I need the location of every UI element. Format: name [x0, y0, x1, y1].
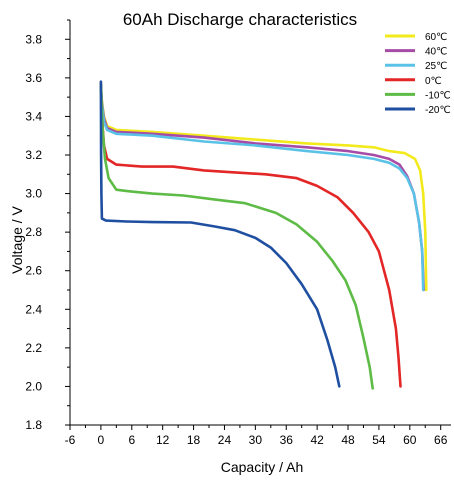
series-line-3 — [99, 82, 402, 388]
series-line-0 — [99, 84, 428, 292]
y-tick-label: 2.8 — [25, 225, 42, 239]
y-tick-label: 3.8 — [25, 32, 42, 46]
y-tick-label: 3.2 — [25, 148, 42, 162]
chart-title: 60Ah Discharge characteristics — [123, 10, 357, 29]
x-tick-label: -6 — [65, 433, 76, 447]
x-tick-label: 60 — [403, 433, 417, 447]
x-tick-label: 30 — [249, 433, 263, 447]
y-tick-label: 1.8 — [25, 418, 42, 432]
x-tick-label: 6 — [128, 433, 135, 447]
series-line-4 — [99, 82, 374, 390]
y-tick-label: 3.6 — [25, 71, 42, 85]
axes: -6 0 6 12 18 24 30 36 42 48 54 60 66 1.8 2.0 2.2 2.4 2.6 2… — [25, 19, 451, 447]
x-tick-label: 48 — [341, 433, 355, 447]
x-axis-title: Capacity / Ah — [221, 459, 304, 475]
legend-label: 60℃ — [425, 32, 447, 43]
series-line-2 — [99, 84, 425, 292]
y-axis-title: Voltage / V — [9, 205, 25, 273]
legend-label: 0℃ — [425, 76, 442, 87]
y-tick-label: 2.2 — [25, 341, 42, 355]
y-tick-label: 2.6 — [25, 264, 42, 278]
legend: 60℃ 40℃ 25℃ 0℃ -10℃ -20℃ — [385, 32, 451, 116]
y-tick-label: 2.4 — [25, 302, 42, 316]
y-tick-label: 3.4 — [25, 109, 42, 123]
series-line-5 — [99, 80, 341, 388]
x-tick-label: 12 — [156, 433, 170, 447]
x-tick-label: 0 — [98, 433, 105, 447]
x-tick-label: 42 — [310, 433, 324, 447]
x-tick-label: 54 — [372, 433, 386, 447]
y-tick-label: 3.0 — [25, 187, 42, 201]
x-tick-label: 24 — [218, 433, 232, 447]
legend-label: -20℃ — [425, 105, 451, 116]
x-tick-label: 66 — [434, 433, 448, 447]
y-tick-label: 2.0 — [25, 379, 42, 393]
legend-label: 25℃ — [425, 61, 447, 72]
series-layer — [99, 80, 428, 390]
x-tick-label: 18 — [187, 433, 201, 447]
legend-label: 40℃ — [425, 47, 447, 58]
legend-label: -10℃ — [425, 90, 451, 101]
x-tick-label: 36 — [280, 433, 294, 447]
series-line-1 — [99, 84, 425, 292]
